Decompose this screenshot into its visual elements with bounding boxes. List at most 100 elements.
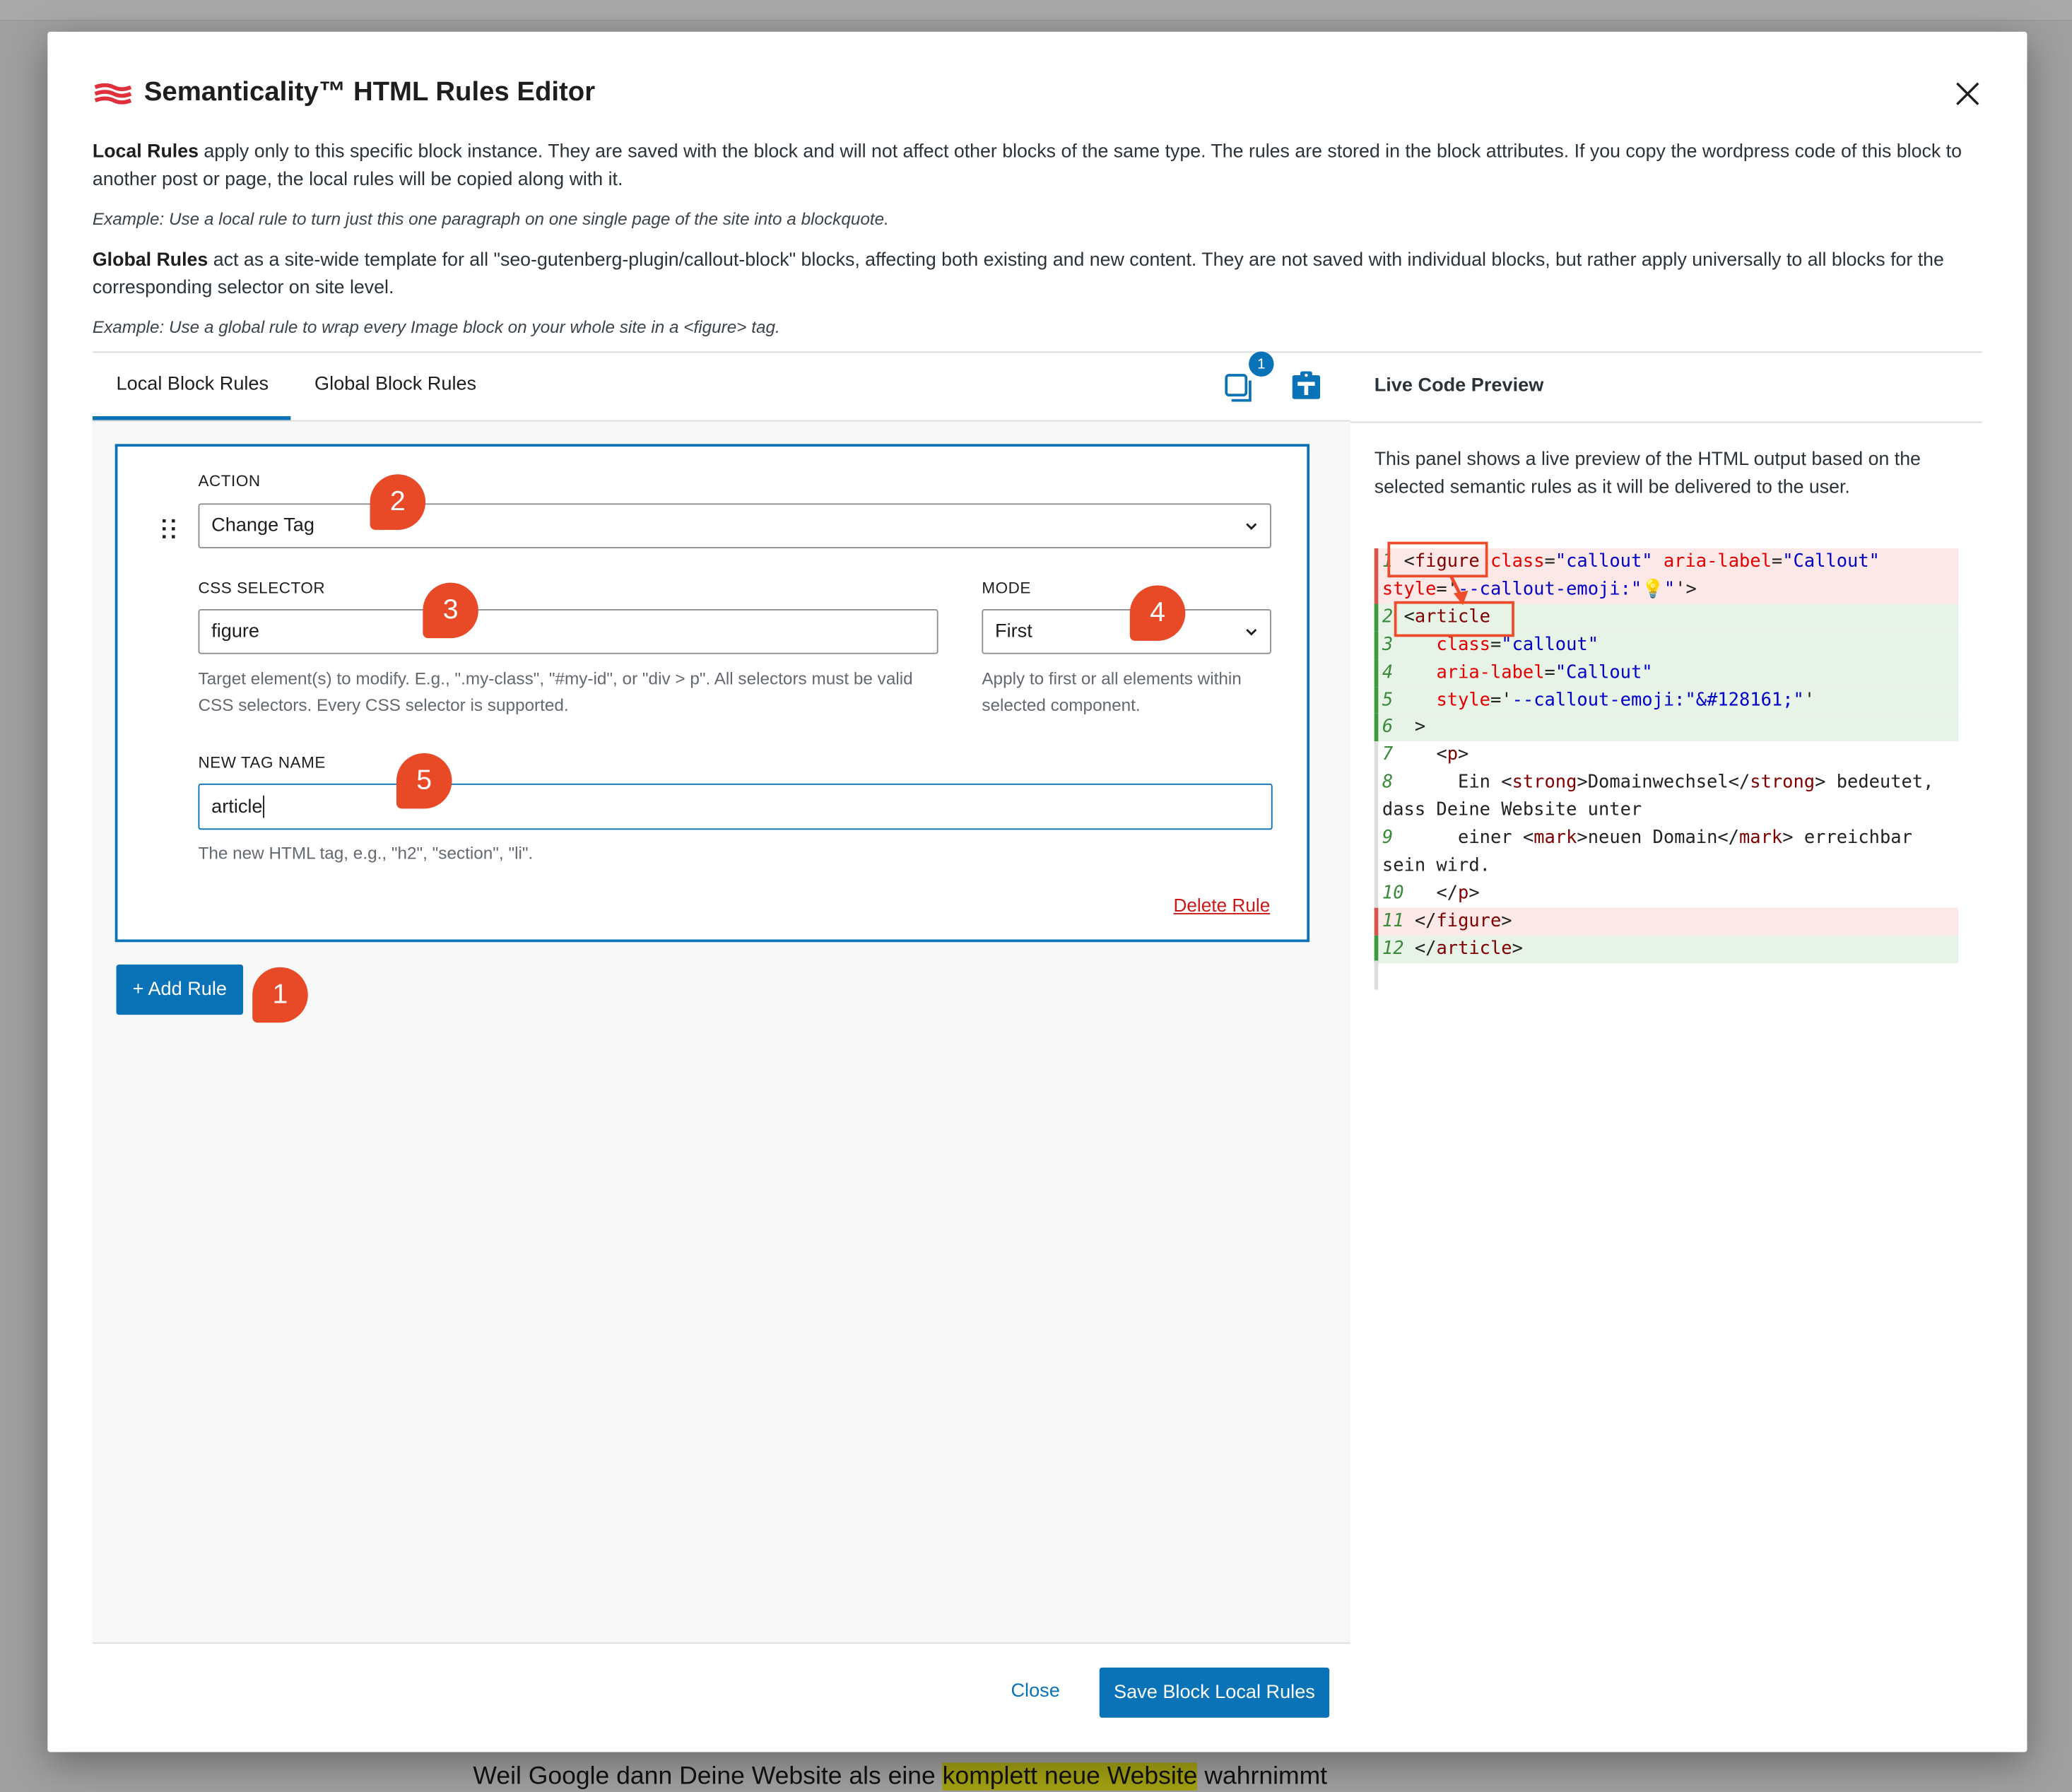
code-token-p: = — [1544, 661, 1555, 683]
code-gutter — [1374, 960, 1379, 990]
code-token-p: > — [1458, 744, 1469, 766]
preview-divider — [1350, 421, 1982, 423]
code-token-p: > — [1512, 938, 1523, 959]
code-token-val: "callout" — [1555, 550, 1653, 572]
mode-select-value: First — [995, 620, 1032, 642]
preview-description: This panel shows a live preview of the H… — [1374, 449, 1921, 498]
background-text: Weil Google dann Deine Website als eine — [473, 1762, 943, 1791]
global-rules-description: Global Rules act as a site-wide template… — [93, 247, 1989, 303]
copy-icon[interactable] — [1224, 371, 1256, 403]
code-token-attr: aria-label — [1663, 550, 1772, 572]
code-token-txt: >Domainwechsel</ — [1577, 772, 1750, 794]
code-token-p: = — [1771, 550, 1783, 572]
code-token-val: "Callout" — [1782, 550, 1880, 572]
save-block-local-rules-button[interactable]: Save Block Local Rules — [1099, 1667, 1330, 1718]
code-token-tag: article — [1436, 938, 1512, 959]
mode-select[interactable]: First — [982, 609, 1271, 654]
code-token-tag: mark — [1738, 827, 1783, 849]
code-token-attr: style — [1436, 689, 1490, 711]
code-token-p — [1880, 551, 1890, 572]
code-preview: 1 <figure class="callout" aria-label="Ca… — [1374, 548, 1959, 963]
add-rule-button[interactable]: + Add Rule — [116, 965, 244, 1015]
code-line-removed: 11 </figure> — [1374, 907, 1959, 936]
code-line-none: 7 <p> — [1375, 742, 1958, 770]
code-token-p: > — [1468, 882, 1480, 904]
line-number: 12 — [1382, 938, 1404, 959]
code-token-attr: class — [1436, 634, 1490, 655]
close-button[interactable]: Close — [1011, 1680, 1060, 1702]
background-top-bar — [0, 0, 2072, 21]
text-cursor — [262, 795, 264, 818]
code-token-val: "callout" — [1501, 634, 1599, 655]
code-line-none: 9 einer <mark>neuen Domain</mark> erreic… — [1375, 825, 1958, 880]
code-token-p: > — [1501, 909, 1512, 931]
line-number: 4 — [1382, 661, 1394, 683]
clipboard-paste-icon[interactable] — [1291, 370, 1322, 401]
code-token-p: =' — [1490, 689, 1512, 711]
code-line-none: 10 </p> — [1375, 880, 1958, 907]
code-token-p: < — [1393, 550, 1415, 572]
code-token-txt: > bedeutet, dass Deine Website unter — [1382, 772, 1945, 821]
copy-count-badge: 1 — [1249, 351, 1274, 377]
drag-handle-icon[interactable] — [161, 518, 177, 541]
css-selector-help: Target element(s) to modify. E.g., ".my-… — [198, 668, 913, 714]
code-token-p: </ — [1403, 938, 1437, 959]
local-rules-text: apply only to this specific block instan… — [92, 141, 1962, 191]
delete-rule-link[interactable]: Delete Rule — [1173, 894, 1271, 916]
code-line-none: 8 Ein <strong>Domainwechsel</strong> bed… — [1375, 770, 1958, 825]
chevron-down-icon — [1246, 629, 1257, 636]
background-text-end: wahrnimmt — [1197, 1762, 1328, 1791]
annotation-marker: 4 — [1129, 585, 1186, 641]
global-rules-text: act as a site-wide template for all "seo… — [92, 249, 1944, 299]
code-token-p: = — [1544, 550, 1555, 572]
code-token-p: </ — [1403, 909, 1437, 931]
code-token-tag: figure — [1414, 550, 1480, 572]
code-token-txt: Ein < — [1393, 772, 1512, 794]
annotation-arrow-icon — [1449, 575, 1468, 606]
background-editor-text: Weil Google dann Deine Website als eine … — [473, 1762, 1327, 1791]
code-token-txt: > erreichbar sein wird. — [1382, 827, 1924, 876]
tab-global-block-rules[interactable]: Global Block Rules — [314, 374, 477, 396]
tabs-divider — [92, 420, 1351, 422]
code-token-tag: p — [1447, 744, 1459, 766]
chevron-down-icon — [1246, 523, 1257, 530]
local-rules-description: Local Rules apply only to this specific … — [93, 138, 1989, 194]
code-token-val: --callout-emoji:"💡" — [1458, 578, 1676, 600]
code-token-p — [1653, 551, 1664, 572]
code-token-val: --callout-emoji:"&#128161;" — [1512, 689, 1804, 711]
code-token-tag: strong — [1512, 772, 1577, 794]
code-token-tag: strong — [1750, 772, 1815, 794]
annotation-box-figure — [1387, 541, 1488, 578]
semanticality-logo — [94, 83, 132, 105]
code-token-p: </ — [1403, 882, 1459, 904]
code-token-p — [1393, 689, 1436, 710]
code-token-p: < — [1393, 606, 1415, 627]
close-icon[interactable] — [1953, 79, 1982, 108]
global-rules-example: Example: Use a global rule to wrap every… — [92, 317, 780, 337]
css-selector-input[interactable]: figure — [198, 609, 938, 654]
code-token-attr: style — [1382, 578, 1437, 600]
css-selector-value: figure — [211, 620, 260, 642]
code-token-p — [1393, 634, 1436, 655]
annotation-marker: 3 — [423, 582, 478, 639]
code-token-p: '> — [1675, 578, 1697, 600]
action-label: ACTION — [198, 471, 261, 490]
code-token-p: = — [1490, 634, 1502, 655]
code-token-tag: figure — [1436, 909, 1502, 931]
new-tag-name-value: article — [211, 796, 263, 818]
code-token-p: < — [1393, 744, 1447, 766]
mode-label: MODE — [982, 579, 1031, 598]
tab-local-block-rules[interactable]: Local Block Rules — [116, 374, 269, 396]
new-tag-name-input[interactable]: article — [198, 783, 1273, 830]
live-code-preview-title: Live Code Preview — [1374, 375, 1544, 396]
action-select[interactable]: Change Tag — [198, 503, 1271, 549]
new-tag-name-help: The new HTML tag, e.g., "h2", "section",… — [198, 842, 534, 863]
line-number: 3 — [1382, 634, 1394, 655]
background-highlight: komplett neue Website — [942, 1762, 1198, 1791]
css-selector-label: CSS SELECTOR — [198, 579, 326, 598]
active-tab-indicator — [92, 416, 291, 420]
line-number: 10 — [1382, 882, 1404, 904]
new-tag-name-label: NEW TAG NAME — [198, 753, 326, 772]
line-number: 9 — [1382, 827, 1394, 849]
code-line-added: 4 aria-label="Callout" — [1374, 659, 1959, 687]
